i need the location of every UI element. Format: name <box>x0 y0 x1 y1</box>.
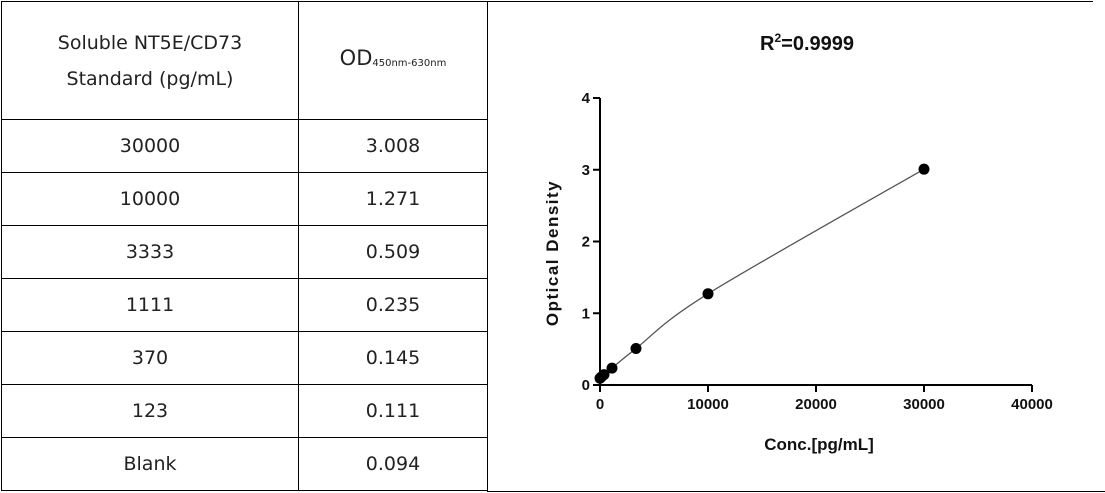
header-standard-line2: Standard (pg/mL) <box>66 67 234 90</box>
y-tick-label: 0 <box>582 377 590 394</box>
chart-title-main: R <box>760 33 775 55</box>
cell-standard: 123 <box>1 384 299 438</box>
cell-standard: 10000 <box>1 172 299 226</box>
cell-standard: 370 <box>1 331 299 385</box>
cell-od: 1.271 <box>298 172 488 226</box>
axes: 0 10000 20000 30000 40000 0 1 2 3 4 <box>582 90 1053 413</box>
header-od-main: OD <box>339 45 373 70</box>
table-row: 1111 0.235 <box>1 278 488 332</box>
data-point <box>606 362 618 374</box>
table-row: 3333 0.509 <box>1 225 488 279</box>
data-points <box>594 163 930 384</box>
chart-title-rest: =0.9999 <box>781 33 854 55</box>
table-header-row: Soluble NT5E/CD73 Standard (pg/mL) OD450… <box>1 1 488 120</box>
cell-standard: 3333 <box>1 225 299 279</box>
header-standard: Soluble NT5E/CD73 Standard (pg/mL) <box>1 1 299 120</box>
y-tick-label: 3 <box>582 162 590 179</box>
data-point <box>630 342 642 354</box>
cell-od: 3.008 <box>298 119 488 173</box>
x-tick-label: 10000 <box>687 396 729 413</box>
standard-table: Soluble NT5E/CD73 Standard (pg/mL) OD450… <box>1 1 488 491</box>
cell-od: 0.509 <box>298 225 488 279</box>
x-tick-label: 40000 <box>1011 396 1053 413</box>
cell-standard: 30000 <box>1 119 299 173</box>
header-od: OD450nm-630nm <box>298 1 488 120</box>
table-row: 10000 1.271 <box>1 172 488 226</box>
y-tick-label: 2 <box>582 234 590 251</box>
cell-od: 0.235 <box>298 278 488 332</box>
x-tick-label: 30000 <box>903 396 945 413</box>
chart-title: R2=0.9999 <box>760 31 854 55</box>
header-standard-line1: Soluble NT5E/CD73 <box>57 31 243 54</box>
panel-bottom-border <box>487 491 1105 492</box>
x-axis-label: Conc.[pg/mL] <box>764 435 874 454</box>
chart-title-sup: 2 <box>774 31 781 45</box>
header-od-sub: 450nm-630nm <box>372 57 447 69</box>
x-tick-label: 0 <box>596 396 604 413</box>
data-point <box>702 288 714 300</box>
panel-top-border <box>487 1 1093 2</box>
y-tick-label: 1 <box>582 305 590 322</box>
cell-od: 0.145 <box>298 331 488 385</box>
table-row: Blank 0.094 <box>1 437 488 491</box>
table-row: 123 0.111 <box>1 384 488 438</box>
y-tick-label: 4 <box>582 90 591 107</box>
data-point <box>598 369 610 381</box>
table-row: 30000 3.008 <box>1 119 488 173</box>
cell-standard: 1111 <box>1 278 299 332</box>
y-axis-label: Optical Density <box>543 180 562 326</box>
data-point <box>918 163 930 175</box>
cell-standard: Blank <box>1 437 299 491</box>
x-tick-label: 20000 <box>795 396 837 413</box>
cell-od: 0.111 <box>298 384 488 438</box>
table-row: 370 0.145 <box>1 331 488 385</box>
fit-curve <box>599 168 925 379</box>
cell-od: 0.094 <box>298 437 488 491</box>
